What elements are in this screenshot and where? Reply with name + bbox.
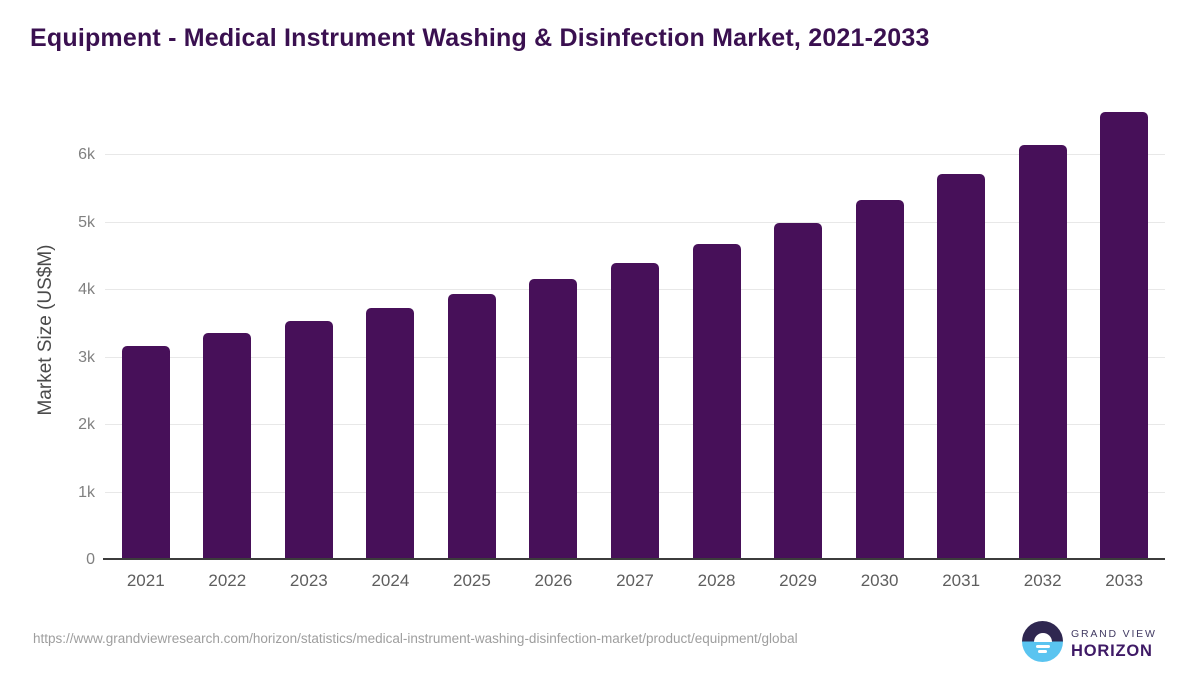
x-tick-label-2027: 2027 [616, 571, 654, 590]
bar-2029[interactable] [774, 222, 823, 560]
y-tick-label-2k: 2k [78, 416, 95, 434]
x-tick-label-2023: 2023 [289, 571, 328, 590]
x-tick-label-2021: 2021 [126, 571, 165, 590]
page-title: Equipment - Medical Instrument Washing &… [30, 24, 930, 52]
x-axis-line [103, 558, 1165, 560]
y-tick-label-0: 0 [86, 551, 95, 568]
logo-text: GRAND VIEW HORIZON [1071, 628, 1157, 661]
footer: https://www.grandviewresearch.com/horizo… [0, 620, 1200, 675]
x-tick-label-2025: 2025 [452, 571, 491, 590]
horizon-sun-icon [1022, 621, 1063, 662]
gridline-5k [105, 221, 1165, 223]
logo-brand-name: GRAND VIEW [1071, 628, 1157, 640]
bar-2022[interactable] [203, 332, 252, 560]
bar-chart: Market Size (US$M) 0 1k 2k 3k 4k 5k 6k 2021 2022… [35, 100, 1165, 590]
bar-2024[interactable] [366, 307, 415, 560]
x-tick-label-2032: 2032 [1023, 571, 1062, 590]
x-tick-label-2024: 2024 [371, 571, 410, 590]
logo-product-name: HORIZON [1071, 642, 1153, 660]
x-tick-label-2033: 2033 [1105, 571, 1144, 590]
source-url: https://www.grandviewresearch.com/horizo… [33, 631, 798, 646]
x-tick-label-2028: 2028 [697, 571, 736, 590]
x-tick-label-2031: 2031 [942, 571, 981, 590]
bar-2027[interactable] [611, 262, 659, 560]
x-tick-label-2022: 2022 [208, 571, 247, 590]
y-tick-label-4k: 4k [78, 281, 95, 299]
grand-view-horizon-logo: GRAND VIEW HORIZON [1022, 621, 1172, 665]
plot-area [105, 100, 1165, 560]
sun-shape [1033, 632, 1052, 642]
bar-2025[interactable] [447, 293, 496, 560]
bar-2030[interactable] [855, 199, 904, 560]
y-tick-label-3k: 3k [78, 348, 95, 366]
bar-2028[interactable] [692, 244, 741, 560]
x-tick-label-2030: 2030 [860, 571, 899, 590]
x-tick-label-2026: 2026 [534, 571, 573, 590]
gridline-6k [105, 154, 1165, 156]
y-tick-label-1k: 1k [78, 483, 95, 501]
y-tick-label-5k: 5k [78, 213, 95, 231]
bar-2021[interactable] [121, 346, 170, 560]
ripple-shape [1038, 650, 1047, 653]
x-tick-label-2029: 2029 [779, 571, 817, 590]
y-tick-label-6k: 6k [78, 146, 95, 164]
bar-2026[interactable] [529, 279, 578, 560]
bar-2023[interactable] [284, 320, 333, 560]
ripple-shape [1035, 645, 1050, 648]
bar-2031[interactable] [937, 173, 986, 560]
bar-2032[interactable] [1018, 144, 1067, 560]
bar-2033[interactable] [1100, 112, 1149, 560]
